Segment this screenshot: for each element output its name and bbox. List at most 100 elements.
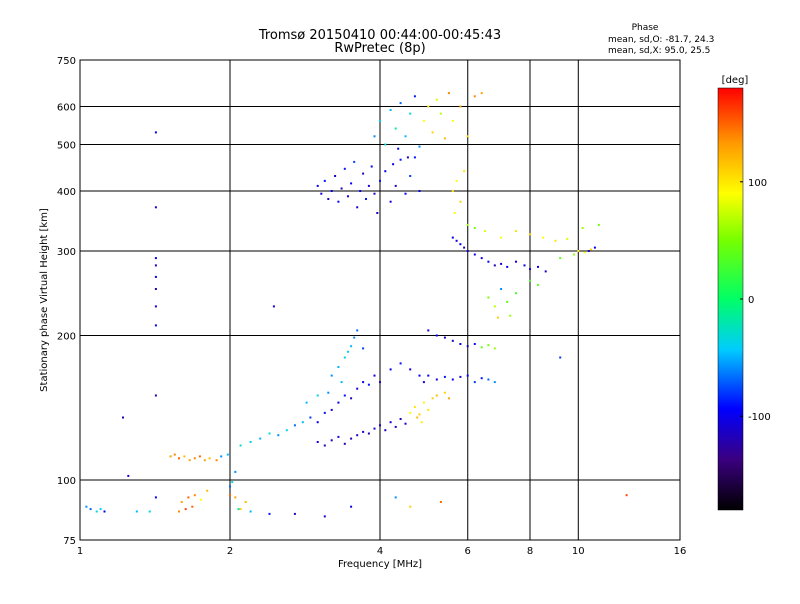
data-point — [409, 411, 412, 414]
colorbar-tick-label: 100 — [748, 178, 767, 189]
data-point — [473, 343, 476, 345]
data-point — [443, 391, 446, 394]
y-tick-label: 400 — [57, 187, 76, 198]
data-point — [480, 346, 483, 349]
data-point — [353, 160, 356, 163]
data-point — [431, 131, 434, 134]
x-tick-label: 1 — [77, 546, 83, 557]
data-point — [409, 505, 412, 508]
data-point — [409, 175, 412, 177]
data-point — [154, 275, 157, 278]
x-axis-label: Frequency [MHz] — [338, 559, 422, 570]
data-point — [154, 131, 157, 134]
data-point — [191, 505, 194, 508]
y-tick-label: 100 — [57, 476, 76, 487]
data-point — [373, 374, 376, 377]
x-axis-ticks: 1 2 4 6 8 10 16 — [77, 546, 687, 557]
data-point — [455, 179, 458, 182]
data-point — [597, 223, 600, 226]
data-point — [559, 356, 562, 359]
data-point — [316, 394, 319, 397]
data-point — [435, 98, 438, 101]
data-point — [343, 442, 346, 445]
data-point — [293, 512, 296, 515]
data-point — [529, 233, 531, 236]
data-point — [566, 237, 569, 240]
data-point — [362, 172, 365, 175]
data-point — [443, 137, 446, 140]
data-point — [234, 470, 237, 473]
data-point — [293, 424, 296, 427]
data-point — [466, 135, 469, 138]
data-point — [154, 288, 157, 290]
data-point — [173, 453, 176, 456]
data-point — [409, 112, 412, 115]
data-point — [215, 459, 218, 462]
data-point — [515, 260, 517, 263]
data-point — [353, 336, 356, 339]
colorbar-label: [deg] — [722, 75, 749, 86]
data-point — [327, 198, 330, 200]
data-point — [350, 397, 353, 400]
data-points — [85, 92, 628, 518]
data-point — [389, 200, 392, 203]
data-point — [422, 401, 425, 404]
data-point — [337, 366, 340, 368]
data-point — [154, 496, 157, 499]
data-point — [305, 401, 308, 404]
data-point — [451, 236, 454, 239]
data-point — [384, 170, 387, 173]
data-point — [309, 416, 312, 419]
colorbar — [717, 87, 744, 511]
data-point — [473, 381, 476, 384]
data-point — [340, 381, 343, 384]
data-point — [85, 505, 88, 508]
data-point — [367, 432, 370, 435]
data-point — [127, 474, 130, 477]
data-point — [418, 190, 421, 192]
data-point — [350, 505, 353, 508]
data-point — [404, 422, 407, 425]
data-point — [435, 334, 438, 337]
data-point — [443, 375, 446, 378]
data-point — [206, 489, 209, 492]
data-point — [418, 374, 421, 377]
data-point — [515, 230, 517, 233]
data-point — [394, 184, 397, 187]
data-point — [487, 344, 490, 347]
x-tick-label: 16 — [674, 546, 687, 557]
data-point — [239, 444, 242, 447]
data-point — [455, 239, 458, 242]
data-point — [384, 143, 387, 146]
data-point — [229, 494, 231, 497]
data-point — [316, 441, 319, 443]
y-tick-label: 500 — [57, 141, 76, 152]
data-point — [473, 227, 476, 229]
data-point — [330, 408, 333, 411]
data-point — [277, 434, 280, 437]
data-point — [334, 175, 337, 177]
data-point — [340, 187, 343, 190]
data-point — [347, 350, 349, 353]
data-point — [466, 374, 469, 377]
data-point — [200, 498, 203, 501]
data-point — [356, 329, 359, 332]
data-point — [537, 265, 539, 268]
data-point — [178, 510, 180, 513]
data-point — [122, 416, 124, 419]
data-point — [453, 212, 456, 214]
data-point — [399, 158, 402, 161]
data-point — [515, 292, 517, 295]
data-point — [554, 239, 557, 242]
data-point — [203, 459, 206, 462]
data-point — [343, 167, 346, 170]
data-point — [135, 510, 138, 513]
data-point — [337, 200, 340, 203]
data-point — [231, 481, 234, 484]
data-point — [198, 455, 201, 458]
data-point — [422, 119, 425, 122]
data-point — [500, 288, 503, 290]
data-point — [506, 265, 509, 268]
data-point — [443, 336, 446, 339]
data-point — [169, 455, 172, 458]
